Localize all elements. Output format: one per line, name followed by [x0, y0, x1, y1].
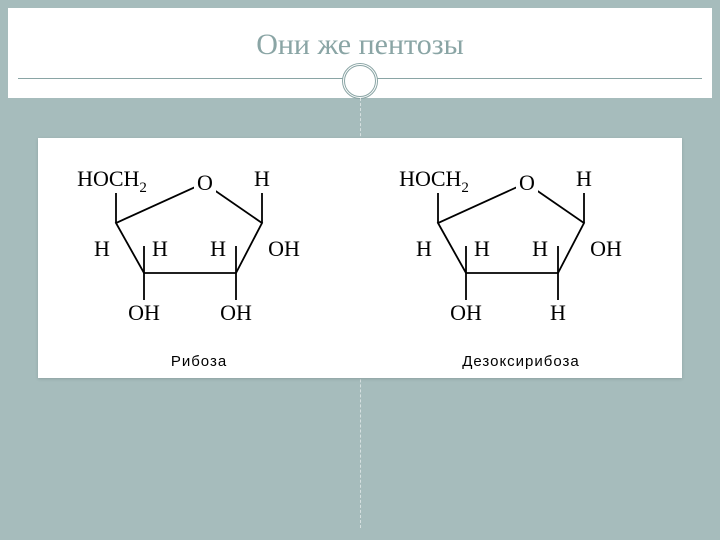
atom-mid-left: H — [94, 236, 110, 261]
atom-mid-right: OH — [590, 236, 622, 261]
atom-top-right: H — [576, 166, 592, 191]
atom-inner-right: H — [532, 236, 548, 261]
ribose-caption: Рибоза — [38, 353, 360, 370]
atom-apex: O — [197, 170, 213, 195]
title-area: Они же пентозы — [8, 8, 712, 98]
deoxyribose-structure: O HOCH2 H H OH H H OH H — [360, 138, 682, 338]
ribose-structure: O HOCH2 H H OH H H OH — [38, 138, 360, 338]
atom-inner-left: H — [474, 236, 490, 261]
atom-bot-right: OH — [220, 300, 252, 325]
atom-top-left: HOCH2 — [399, 166, 469, 196]
atom-bot-right: H — [550, 300, 566, 325]
atom-mid-left: H — [416, 236, 432, 261]
content-panel: O HOCH2 H H OH H H OH — [38, 138, 682, 378]
atom-top-left: HOCH2 — [77, 166, 147, 196]
atom-bot-left: OH — [128, 300, 160, 325]
atom-top-right: H — [254, 166, 270, 191]
slide: Они же пентозы O HOCH2 H H OH — [8, 8, 712, 532]
slide-title: Они же пентозы — [8, 28, 712, 62]
circle-decoration — [342, 63, 378, 99]
atom-inner-right: H — [210, 236, 226, 261]
atom-mid-right: OH — [268, 236, 300, 261]
ribose-panel: O HOCH2 H H OH H H OH — [38, 138, 360, 378]
atom-inner-left: H — [152, 236, 168, 261]
deoxyribose-caption: Дезоксирибоза — [360, 353, 682, 370]
atom-bot-left: OH — [450, 300, 482, 325]
deoxyribose-panel: O HOCH2 H H OH H H OH H Дезоксирибоза — [360, 138, 682, 378]
atom-apex: O — [519, 170, 535, 195]
